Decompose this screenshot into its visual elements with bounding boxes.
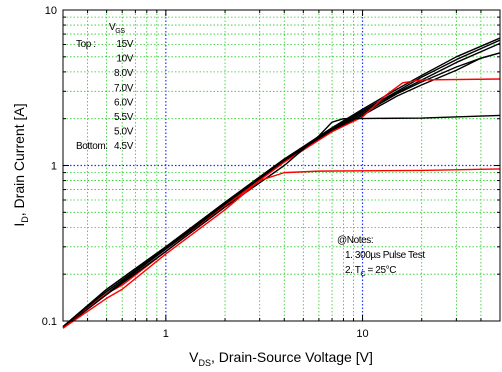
y-tick-label: 10 (45, 5, 57, 17)
y-axis-label-rest: , Drain Current [A] (11, 103, 27, 216)
y-axis-label-sub: D (20, 216, 30, 223)
y-tick-label: 0.1 (42, 316, 57, 328)
notes-line-1: 1. 300µs Pulse Test (345, 250, 425, 261)
notes-line-2-post: = 25°C (365, 265, 396, 276)
grid (63, 10, 500, 321)
legend-rows: Top : 15V 10V 8.0V 7.0V 6.0V 5.5V 5.0V Bottom: 4.… (76, 39, 134, 152)
x-axis-label-main: V (189, 349, 199, 365)
notes: @Notes: 1. 300µs Pulse Test 2. TC = 25°C (337, 235, 426, 278)
legend-title-main: V (109, 22, 116, 33)
legend-row-value: 6.0V (114, 97, 134, 108)
tick-marks (62, 10, 501, 322)
series-line (62, 52, 501, 329)
x-tick-label: 10 (356, 328, 368, 340)
legend-row-value: 8.0V (114, 68, 134, 79)
notes-line-2: 2. TC = 25°C (345, 265, 396, 278)
y-axis-label: ID, Drain Current [A] (11, 103, 30, 226)
notes-line-2-sub: C (360, 271, 365, 278)
legend-row-value: 10V (116, 54, 133, 65)
x-axis-label-sub: DS (198, 358, 211, 368)
legend-title: VGS (109, 22, 125, 35)
x-axis-label: VDS, Drain-Source Voltage [V] (189, 349, 373, 368)
legend-row-value: 7.0V (114, 83, 134, 94)
series-line (62, 114, 501, 329)
notes-line-2-pre: 2. T (345, 265, 361, 276)
series-layer (62, 37, 501, 329)
tick-labels: 1 10 0.1 1 10 (42, 5, 369, 340)
legend-row-value: 4.5V (114, 141, 134, 152)
series-line (62, 168, 501, 329)
x-tick-label: 1 (163, 328, 169, 340)
legend-row-value: 5.0V (114, 127, 134, 138)
legend-title-sub: GS (115, 28, 125, 35)
y-axis-label-main: I (11, 223, 27, 227)
legend-row-prefix: Top : (76, 39, 96, 50)
x-axis-label-rest: , Drain-Source Voltage [V] (211, 349, 373, 365)
y-tick-label: 1 (51, 161, 57, 173)
legend: VGS Top : 15V 10V 8.0V 7.0V 6.0V 5.5V 5.0V Botto… (76, 22, 134, 152)
legend-row-value: 5.5V (114, 112, 134, 123)
notes-heading: @Notes: (337, 235, 373, 246)
legend-row-value: 15V (116, 39, 133, 50)
series-line (62, 78, 501, 329)
legend-row-prefix: Bottom: (76, 141, 108, 152)
